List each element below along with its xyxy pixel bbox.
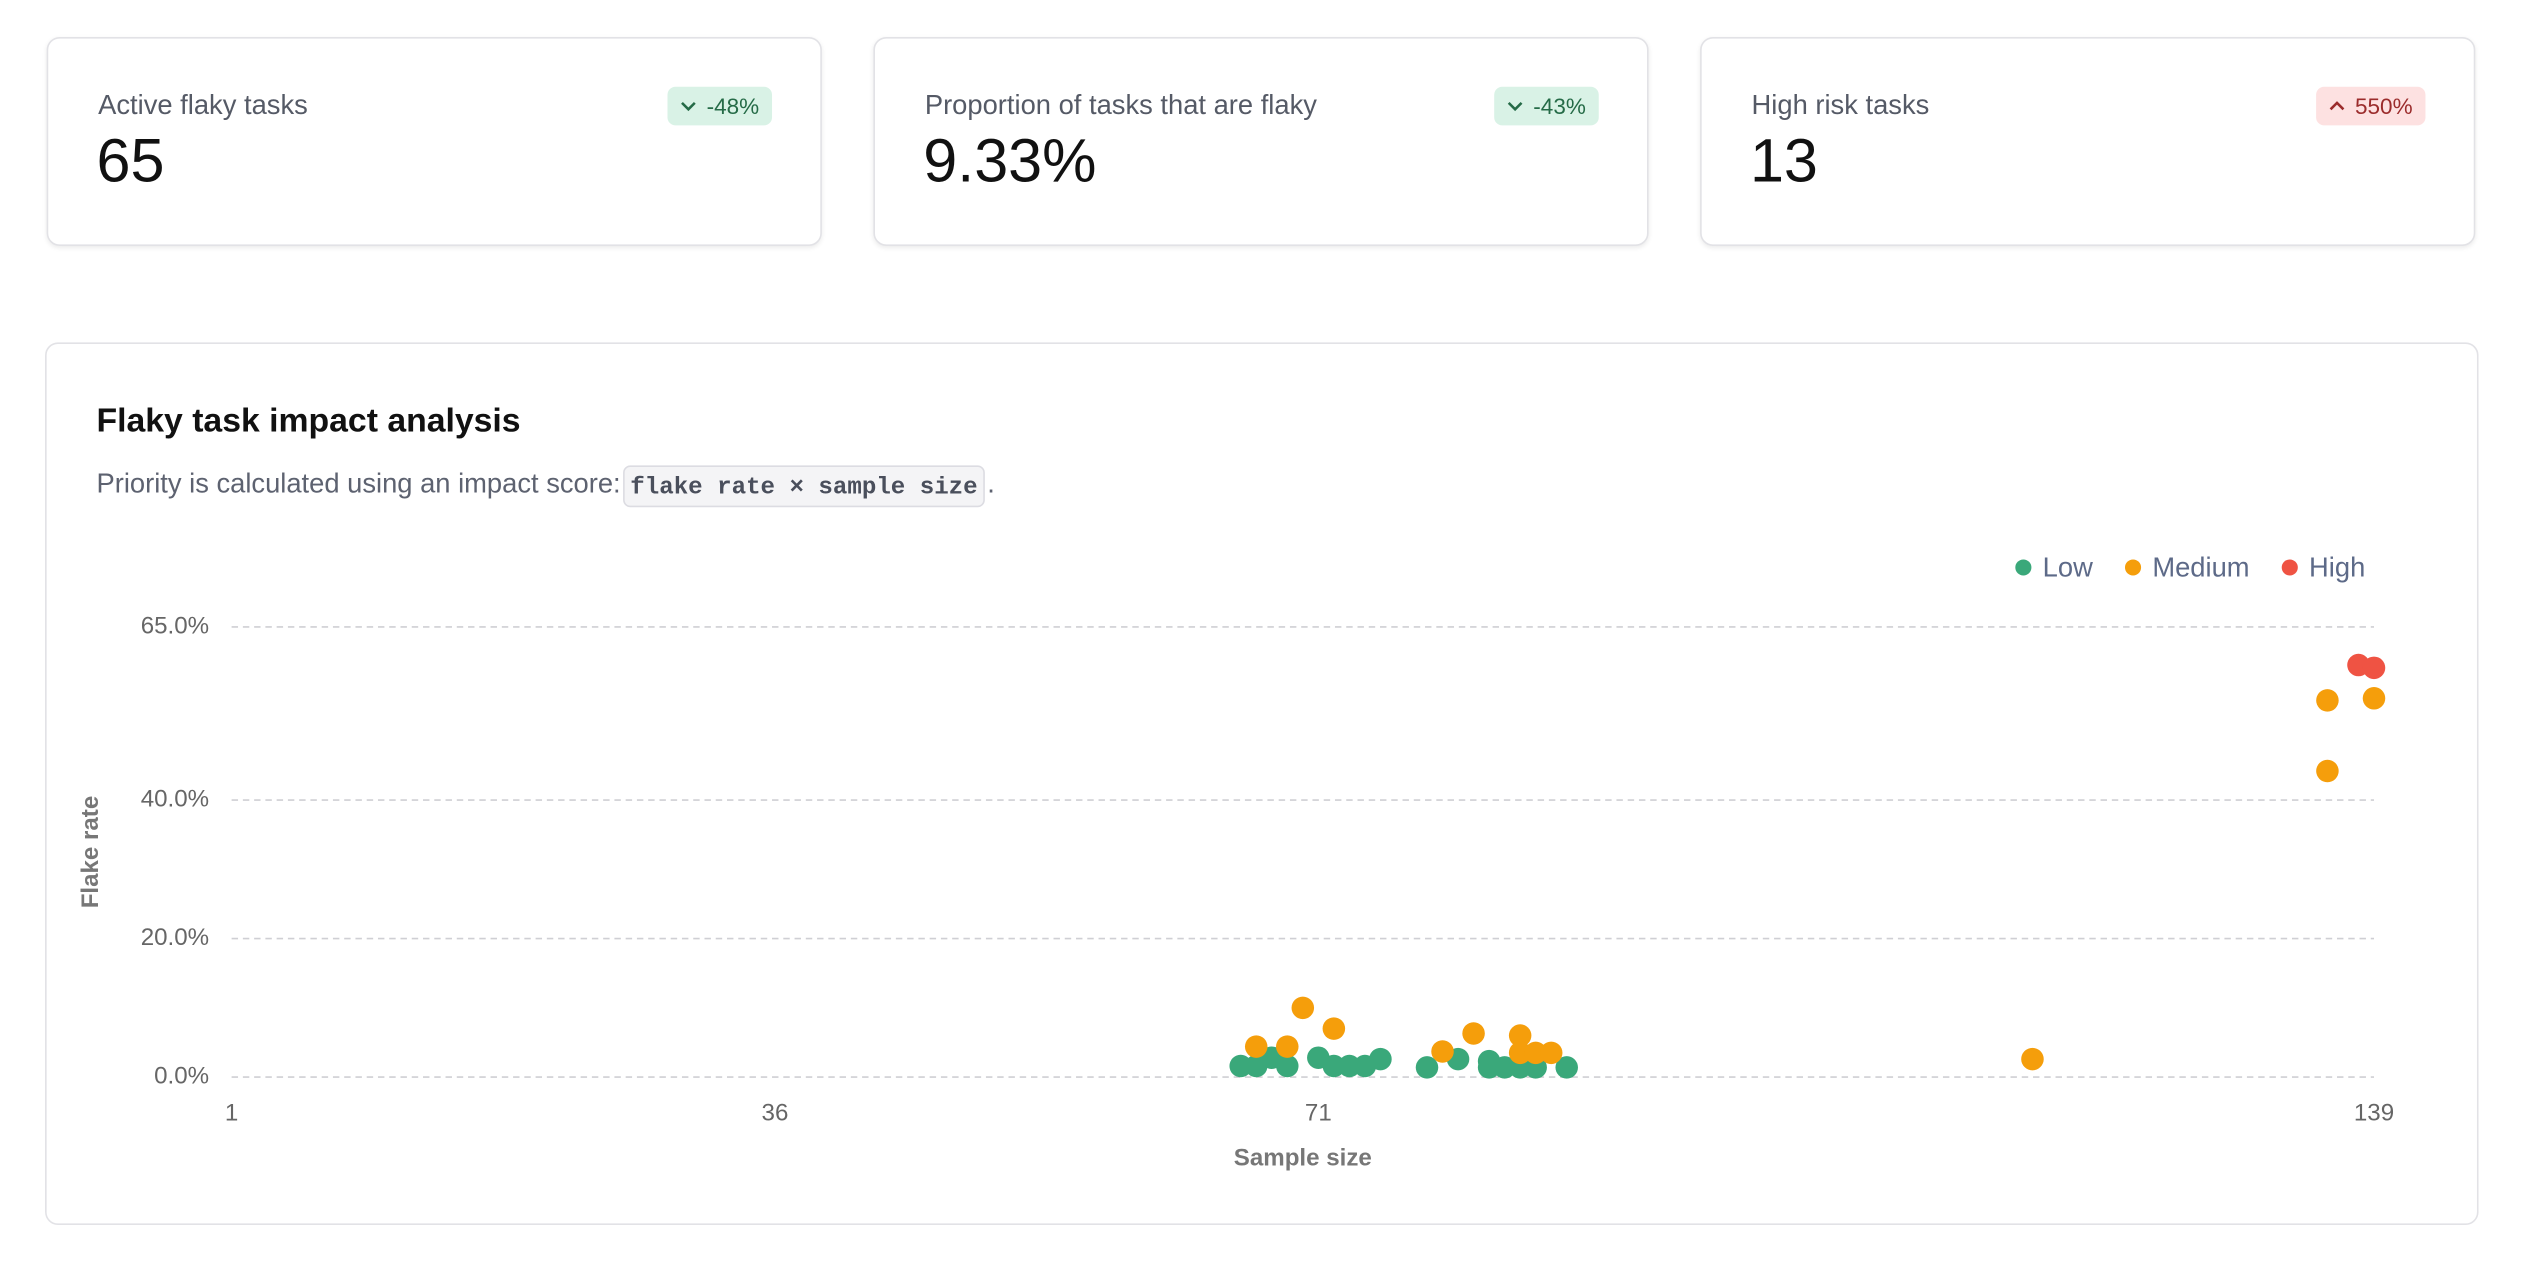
y-tick-label: 20.0%	[141, 924, 209, 951]
trend-badge: -43%	[1494, 86, 1599, 126]
point	[1508, 1041, 1532, 1065]
y-tick-label: 0.0%	[154, 1062, 209, 1089]
legend-label: High	[2309, 551, 2365, 582]
card-value: 13	[1749, 128, 1818, 197]
x-axis-title: Sample size	[1234, 1144, 1372, 1171]
chart-body: Flaky task impact analysis Priority is c…	[77, 402, 2394, 1172]
point	[1322, 1054, 1346, 1078]
point	[1369, 1047, 1392, 1071]
badge-text: -43%	[1533, 93, 1586, 119]
point	[1291, 996, 1315, 1020]
point	[1415, 1056, 1439, 1079]
card-value: 9.33%	[923, 128, 1097, 197]
point	[2362, 656, 2386, 680]
x-tick-label: 36	[762, 1099, 789, 1126]
y-axis-title: Flake rate	[77, 796, 104, 909]
badge-text: 550%	[2354, 93, 2413, 119]
x-tick-label: 139	[2354, 1099, 2394, 1126]
point	[1276, 1035, 1299, 1058]
point	[1524, 1041, 1547, 1065]
point	[1431, 1040, 1454, 1063]
card-title: Proportion of tasks that are flaky	[924, 90, 1317, 121]
point	[1276, 1054, 1299, 1078]
legend-label: Medium	[2152, 551, 2249, 582]
point	[1338, 1054, 1361, 1078]
x-tick-label: 71	[1305, 1099, 1332, 1126]
chevron	[1508, 101, 1523, 112]
chart-title: Flaky task impact analysis	[97, 402, 521, 440]
chart-description: Priority is calculated using an impact s…	[97, 468, 621, 499]
trend-badge: 550%	[2316, 86, 2426, 126]
chart-card: Flaky task impact analysis Priority is c…	[45, 342, 2479, 1225]
y-tick-label: 65.0%	[141, 612, 209, 639]
code-text: flake rate × sample size	[630, 474, 977, 501]
chevron	[2329, 101, 2345, 111]
point	[1462, 1022, 1485, 1045]
card-title: High risk tasks	[1751, 90, 1930, 121]
point	[1244, 1035, 1268, 1058]
badge-text: -48%	[706, 93, 760, 119]
point	[1493, 1056, 1516, 1079]
chart: Flaky task impact analysis Priority is c…	[77, 402, 2394, 1172]
card-title: Active flaky tasks	[98, 90, 308, 121]
code-box	[623, 465, 985, 508]
description-end: .	[987, 468, 995, 499]
card-value: 65	[96, 128, 165, 197]
stat-card: Proportion of tasks that are flaky 9.33%…	[873, 36, 1649, 246]
legend-marker	[2281, 559, 2298, 576]
legend-marker	[2015, 559, 2032, 576]
point	[2021, 1047, 2044, 1071]
stat-card: High risk tasks 13 550%	[1700, 36, 2476, 246]
point	[1555, 1056, 1578, 1079]
trend-badge: -48%	[667, 86, 773, 126]
point	[2316, 759, 2339, 783]
legend-marker	[2124, 559, 2142, 576]
x-tick-label: 1	[225, 1099, 238, 1126]
point	[1508, 1024, 1532, 1047]
point	[2362, 687, 2386, 710]
y-tick-label: 40.0%	[141, 785, 209, 812]
point	[1539, 1041, 1563, 1065]
point	[1477, 1056, 1501, 1079]
legend-label: Low	[2043, 551, 2093, 582]
stat-card: Active flaky tasks 65 -48%	[46, 36, 822, 246]
point	[2316, 689, 2339, 712]
point	[1229, 1054, 1252, 1078]
chevron	[681, 101, 697, 112]
point	[1322, 1017, 1346, 1040]
